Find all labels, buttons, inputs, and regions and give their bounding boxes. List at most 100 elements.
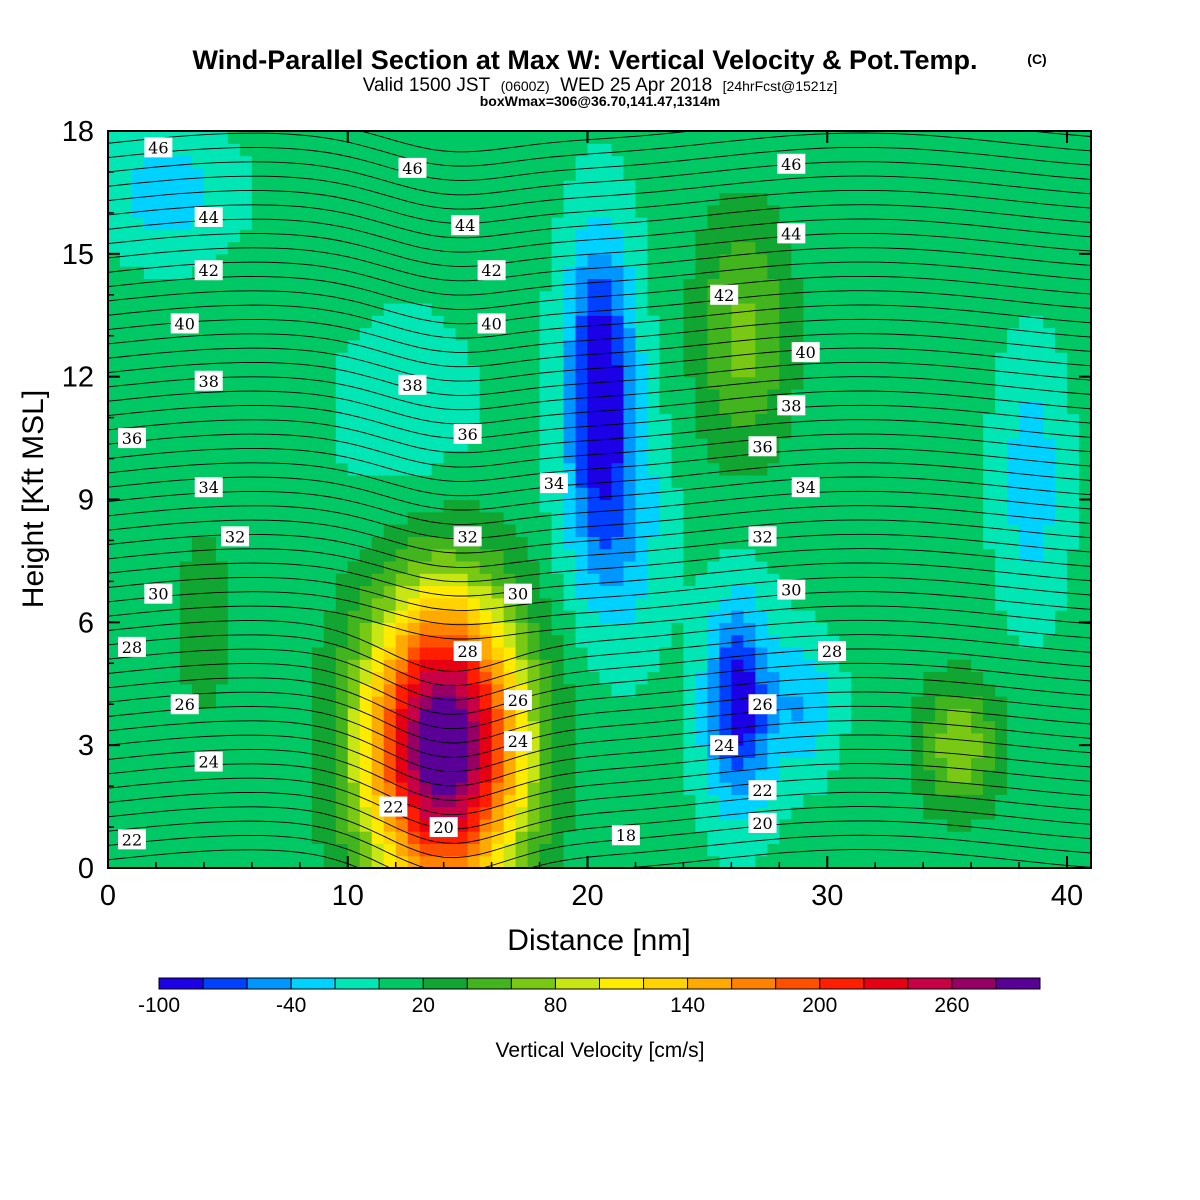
field-cell: [275, 843, 289, 857]
field-cell: [563, 769, 577, 783]
field-cell: [479, 352, 493, 365]
field-cell: [839, 278, 852, 292]
field-cell: [1019, 131, 1032, 144]
field-cell: [971, 216, 984, 230]
field-cell: [971, 732, 984, 746]
field-cell: [839, 180, 852, 194]
field-cell: [419, 634, 433, 648]
field-cell: [263, 401, 277, 415]
field-cell: [131, 401, 145, 415]
field-cell: [395, 474, 409, 488]
field-cell: [215, 499, 229, 513]
field-cell: [359, 290, 373, 304]
field-cell: [803, 745, 816, 759]
field-cell: [707, 229, 720, 243]
field-cell: [227, 450, 241, 464]
field-cell: [143, 253, 157, 267]
field-cell: [167, 339, 181, 353]
field-cell: [1031, 180, 1044, 194]
field-cell: [287, 806, 301, 820]
field-cell: [239, 143, 253, 157]
field-cell: [647, 708, 661, 722]
field-cell: [695, 266, 708, 279]
field-cell: [731, 818, 744, 832]
field-cell: [143, 425, 157, 439]
field-cell: [263, 708, 277, 722]
field-cell: [887, 290, 900, 304]
field-cell: [719, 696, 732, 709]
field-cell: [779, 425, 792, 439]
field-cell: [743, 499, 756, 513]
field-cell: [515, 253, 529, 267]
field-cell: [275, 745, 289, 759]
field-cell: [923, 290, 936, 304]
field-cell: [1019, 241, 1032, 255]
field-cell: [611, 732, 625, 746]
field-cell: [143, 438, 157, 451]
field-cell: [215, 659, 229, 673]
field-cell: [719, 229, 732, 243]
field-cell: [899, 388, 912, 402]
field-cell: [515, 671, 529, 685]
field-cell: [143, 745, 157, 759]
field-cell: [971, 253, 984, 267]
field-cell: [119, 155, 133, 169]
field-cell: [155, 671, 169, 685]
field-cell: [155, 745, 169, 759]
field-cell: [731, 610, 744, 623]
field-cell: [108, 487, 121, 501]
field-cell: [263, 364, 277, 378]
field-cell: [1055, 757, 1068, 771]
field-cell: [539, 401, 553, 415]
field-cell: [1067, 290, 1080, 304]
field-cell: [731, 646, 744, 660]
field-cell: [863, 401, 876, 415]
field-cell: [995, 745, 1008, 759]
field-cell: [875, 720, 888, 734]
field-cell: [671, 573, 685, 587]
field-cell: [935, 302, 948, 316]
field-cell: [863, 560, 876, 574]
field-cell: [995, 782, 1008, 795]
field-cell: [347, 585, 361, 599]
field-cell: [575, 131, 589, 144]
field-cell: [935, 806, 948, 820]
field-cell: [275, 831, 289, 845]
field-cell: [371, 646, 385, 660]
field-cell: [815, 610, 828, 623]
field-cell: [587, 192, 601, 206]
field-cell: [203, 462, 217, 476]
field-cell: [803, 732, 816, 746]
field-cell: [1043, 536, 1056, 550]
field-cell: [347, 818, 361, 832]
field-cell: [383, 573, 397, 587]
field-cell: [1007, 536, 1020, 550]
field-cell: [563, 843, 577, 857]
field-cell: [143, 720, 157, 734]
field-cell: [611, 757, 625, 771]
field-cell: [971, 364, 984, 378]
field-cell: [1019, 818, 1032, 832]
field-cell: [227, 646, 241, 660]
field-cell: [203, 302, 217, 316]
field-cell: [695, 216, 708, 230]
field-cell: [923, 266, 936, 279]
field-cell: [707, 585, 720, 599]
field-cell: [347, 536, 361, 550]
field-cell: [1019, 290, 1032, 304]
field-cell: [695, 450, 708, 464]
field-cell: [695, 671, 708, 685]
field-cell: [431, 794, 445, 808]
theta-contour-label: 46: [144, 137, 173, 158]
field-cell: [695, 782, 708, 795]
field-cell: [1055, 597, 1068, 611]
field-cell: [587, 487, 601, 501]
field-cell: [851, 659, 864, 673]
field-cell: [275, 597, 289, 611]
field-cell: [191, 302, 205, 316]
field-cell: [959, 474, 972, 488]
field-cell: [1055, 155, 1068, 169]
field-cell: [251, 474, 265, 488]
field-cell: [659, 696, 673, 709]
field-cell: [755, 732, 768, 746]
